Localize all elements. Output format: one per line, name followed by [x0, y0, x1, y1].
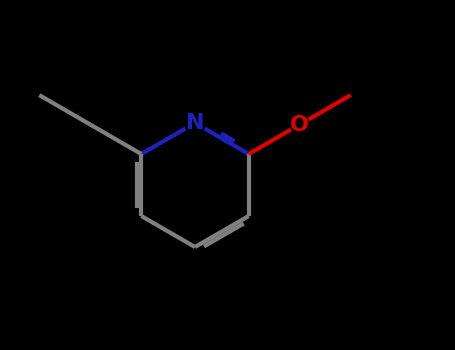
Text: O: O: [290, 114, 309, 134]
Text: N: N: [186, 113, 204, 133]
